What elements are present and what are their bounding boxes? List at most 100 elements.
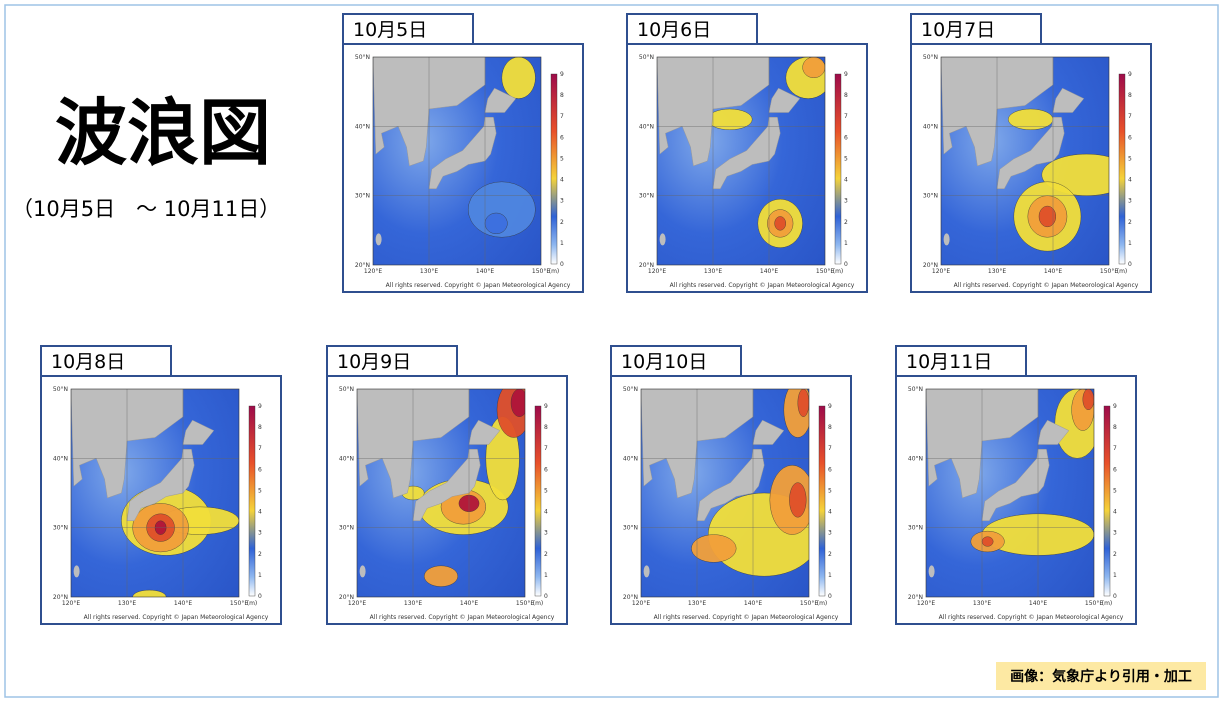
colorbar-label: 9 <box>544 403 548 410</box>
colorbar-label: 1 <box>544 572 548 579</box>
wave-area <box>797 389 809 417</box>
colorbar-label: 8 <box>1113 424 1117 431</box>
land <box>375 233 382 246</box>
longitude-label: 140°E <box>174 600 192 607</box>
colorbar-label: 5 <box>258 487 262 494</box>
colorbar-label: 0 <box>544 593 548 600</box>
colorbar-label: 3 <box>844 198 848 205</box>
panel-tab <box>326 345 458 377</box>
wave-area <box>510 389 525 417</box>
longitude-label: 130°E <box>688 600 706 607</box>
colorbar-label: 3 <box>1128 198 1132 205</box>
wave-area <box>1038 205 1056 228</box>
colorbar-unit: (m) <box>533 600 544 607</box>
colorbar <box>834 73 842 265</box>
colorbar-label: 0 <box>258 593 262 600</box>
colorbar-label: 1 <box>1113 572 1117 579</box>
colorbar-label: 5 <box>560 155 564 162</box>
colorbar-label: 5 <box>1128 155 1132 162</box>
longitude-label: 120°E <box>364 268 382 275</box>
latitude-label: 40°N <box>623 455 638 462</box>
map <box>657 57 825 265</box>
latitude-label: 20°N <box>623 594 638 601</box>
map-border <box>70 388 240 598</box>
colorbar-label: 9 <box>258 403 262 410</box>
colorbar-unit: (m) <box>549 268 560 275</box>
colorbar-label: 1 <box>560 240 564 247</box>
land <box>641 389 754 499</box>
colorbar-label: 7 <box>828 445 832 452</box>
colorbar-label: 6 <box>844 134 848 141</box>
land <box>996 117 1065 189</box>
land <box>484 87 517 113</box>
colorbar-label: 0 <box>560 261 564 268</box>
colorbar-label: 5 <box>1113 487 1117 494</box>
latitude-label: 40°N <box>355 123 370 130</box>
colorbar-unit: (m) <box>247 600 258 607</box>
land <box>359 565 366 578</box>
title: 波浪図 <box>55 91 271 175</box>
colorbar-label: 0 <box>1113 593 1117 600</box>
map-border <box>356 388 526 598</box>
longitude-label: 120°E <box>932 268 950 275</box>
land <box>768 87 801 113</box>
land <box>657 57 770 167</box>
colorbar-label: 2 <box>544 551 548 558</box>
longitude-label: 140°E <box>760 268 778 275</box>
longitude-label: 120°E <box>917 600 935 607</box>
latitude-label: 40°N <box>908 455 923 462</box>
colorbar-label: 1 <box>1128 240 1132 247</box>
land <box>943 233 950 246</box>
map <box>71 389 239 597</box>
colorbar <box>534 405 542 597</box>
longitude-label: 150°E <box>230 600 248 607</box>
colorbar-label: 0 <box>1128 261 1132 268</box>
colorbar-label: 6 <box>560 134 564 141</box>
longitude-label: 150°E <box>1085 600 1103 607</box>
colorbar-label: 7 <box>844 113 848 120</box>
colorbar-label: 4 <box>544 509 548 516</box>
map <box>357 389 525 597</box>
panel-label: 10月10日 <box>621 351 707 373</box>
colorbar-label: 2 <box>1128 219 1132 226</box>
colorbar-label: 6 <box>544 466 548 473</box>
longitude-label: 130°E <box>404 600 422 607</box>
colorbar-label: 7 <box>1128 113 1132 120</box>
panel-label: 10月8日 <box>51 351 125 373</box>
copyright: All rights reserved. Copyright © Japan M… <box>386 282 571 289</box>
map-border <box>640 388 810 598</box>
colorbar-label: 9 <box>828 403 832 410</box>
colorbar-label: 8 <box>1128 92 1132 99</box>
latitude-label: 30°N <box>53 525 68 532</box>
colorbar-label: 1 <box>828 572 832 579</box>
longitude-label: 120°E <box>348 600 366 607</box>
wave-area <box>424 565 459 587</box>
wave-area <box>691 534 737 563</box>
colorbar-unit: (m) <box>1102 600 1113 607</box>
colorbar-label: 5 <box>844 155 848 162</box>
latitude-label: 20°N <box>355 262 370 269</box>
land <box>696 449 765 521</box>
longitude-label: 140°E <box>1029 600 1047 607</box>
latitude-label: 50°N <box>355 54 370 61</box>
land <box>752 419 785 445</box>
colorbar-label: 8 <box>828 424 832 431</box>
copyright: All rights reserved. Copyright © Japan M… <box>370 614 555 621</box>
land <box>926 389 1039 499</box>
colorbar-label: 4 <box>258 509 262 516</box>
latitude-label: 50°N <box>623 386 638 393</box>
latitude-label: 40°N <box>339 455 354 462</box>
map <box>641 389 809 597</box>
latitude-label: 30°N <box>355 193 370 200</box>
longitude-label: 150°E <box>800 600 818 607</box>
wave-area <box>981 536 994 547</box>
colorbar-label: 6 <box>258 466 262 473</box>
credit-box <box>996 662 1206 690</box>
wave-area <box>484 212 508 234</box>
colorbar-label: 4 <box>828 509 832 516</box>
wave-area <box>802 57 825 78</box>
